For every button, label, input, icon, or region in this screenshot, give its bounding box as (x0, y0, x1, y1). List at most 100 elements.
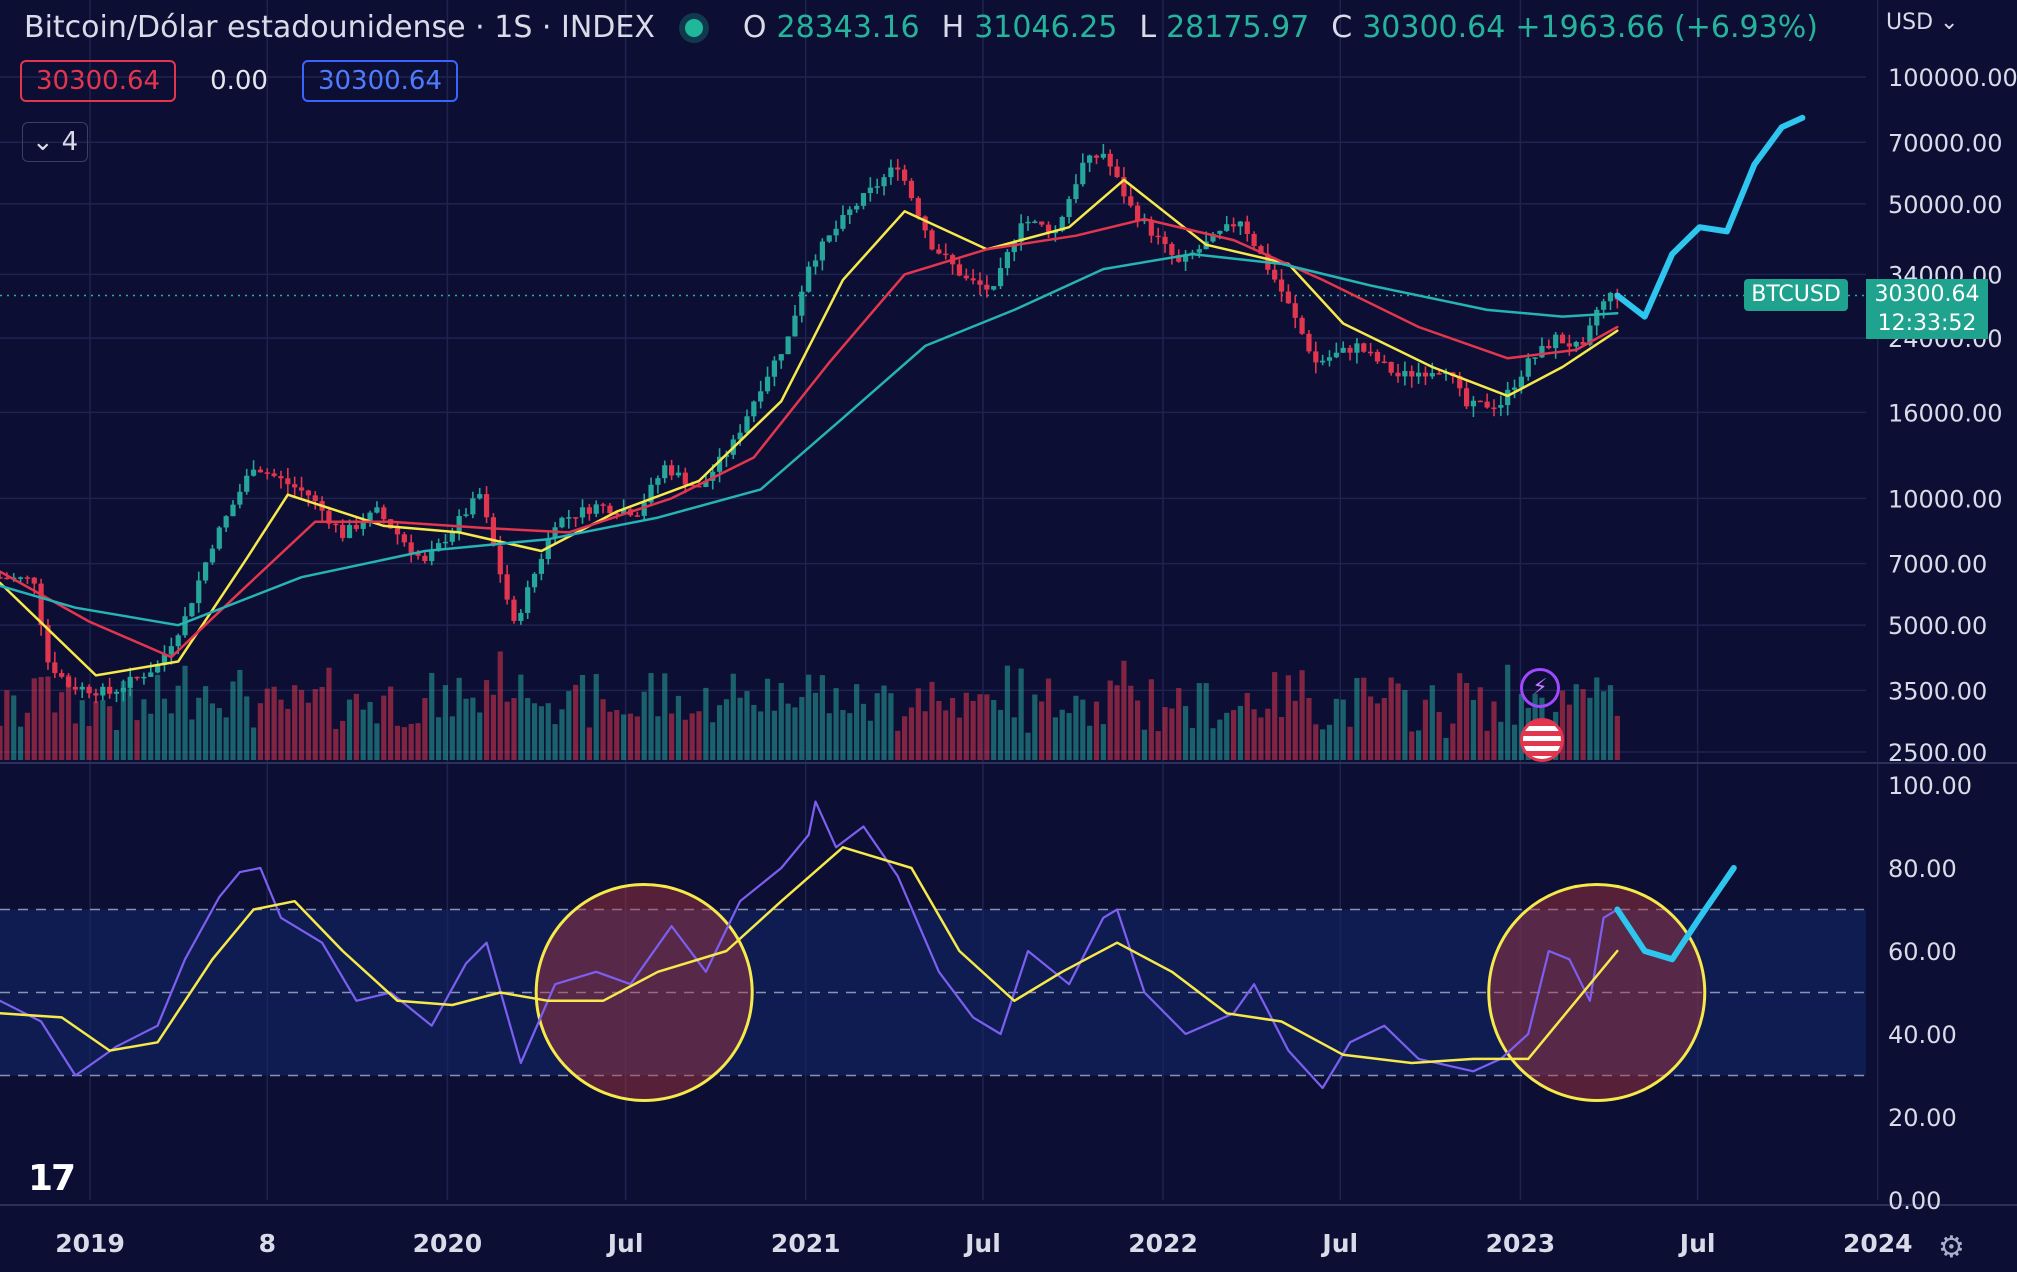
time-tick-label: Jul (1320, 1229, 1358, 1258)
candle-body (1313, 351, 1319, 363)
volume-bar (333, 728, 339, 760)
volume-bar (518, 674, 524, 760)
candle-body (456, 515, 462, 532)
alert-bolt-icon[interactable]: ⚡ (1520, 668, 1560, 708)
volume-bar (1388, 677, 1394, 760)
symbol-title[interactable]: Bitcoin/Dólar estadounidense · 1S · INDE… (24, 10, 655, 45)
buy-button[interactable]: 30300.64 (301, 60, 459, 102)
candle-body (381, 507, 387, 520)
gear-icon[interactable]: ⚙ (1938, 1230, 1965, 1265)
candle-body (1087, 155, 1093, 163)
candle-body (449, 531, 455, 542)
volume-bar (72, 723, 78, 760)
candle-body (1032, 221, 1038, 223)
volume-bar (799, 697, 805, 760)
volume-bar (758, 711, 764, 760)
candle-body (429, 550, 435, 562)
volume-bar (669, 713, 675, 760)
volume-bar (17, 726, 24, 760)
candle-body (1484, 401, 1490, 408)
indicators-toggle[interactable]: ⌄ 4 (22, 122, 88, 162)
candle-body (675, 472, 682, 476)
candle-body (559, 517, 565, 528)
forecast-lines (1614, 114, 1806, 963)
volume-bar (1251, 709, 1257, 760)
candle-body (1409, 371, 1415, 377)
volume-bar (1182, 706, 1189, 760)
candle-body (52, 662, 58, 674)
candle-body (607, 505, 613, 514)
volume-bar (1018, 668, 1024, 760)
volume-bar (531, 703, 538, 760)
volume-bar (298, 689, 305, 760)
candle-body (1388, 361, 1394, 373)
volume-bar (65, 675, 72, 760)
volume-bar (1011, 717, 1017, 760)
volume-bar (1491, 701, 1497, 760)
close-value: 30300.64 (1362, 10, 1506, 45)
volume-bar (1272, 672, 1278, 760)
volume-bar (1224, 712, 1230, 760)
volume-bar (504, 701, 510, 760)
volume-bar (230, 681, 236, 760)
volume-bar (470, 697, 476, 760)
us-flag-icon[interactable] (1520, 718, 1564, 762)
market-status-dot (684, 18, 703, 37)
candle-body (100, 686, 106, 696)
candle-body (1354, 343, 1360, 353)
candle-body (593, 504, 599, 514)
volume-bar (1121, 660, 1127, 760)
candle-body (538, 559, 544, 574)
candle-body (148, 672, 154, 677)
volume-bar (1066, 713, 1072, 760)
candle-body (799, 291, 805, 316)
volume-bar (381, 695, 387, 760)
candle-body (826, 235, 832, 242)
volume-bar (1032, 694, 1038, 760)
candle-body (1326, 357, 1333, 361)
candle-body (360, 522, 366, 529)
candle-body (586, 507, 592, 514)
volume-bar (744, 691, 750, 760)
volume-bar (319, 686, 325, 760)
highlight-circle (1487, 883, 1707, 1102)
candle-body (621, 509, 627, 514)
candle-body (1230, 224, 1237, 227)
candle-body (1463, 388, 1470, 407)
volume-bar (545, 703, 551, 760)
candle-body (1278, 279, 1285, 292)
candle-body (1498, 405, 1504, 408)
volume-bar (1155, 731, 1161, 760)
candle-body (1025, 221, 1031, 224)
volume-bar (374, 723, 380, 760)
candle-body (1532, 357, 1538, 359)
volume-bar (1176, 688, 1182, 760)
volume-bar (326, 667, 332, 760)
currency-selector[interactable]: USD ⌄ (1886, 10, 1959, 35)
price-tick-label: 70000.00 (1888, 129, 2003, 157)
volume-bar (1162, 707, 1168, 760)
candle-body (394, 528, 401, 535)
volume-bar (209, 703, 216, 760)
candle-body (1587, 325, 1593, 345)
volume-bar (1429, 685, 1435, 760)
volume-bar (1470, 699, 1477, 760)
candle-body (1457, 376, 1463, 389)
volume-bar (1601, 691, 1607, 760)
price-tag-symbol: BTCUSD (1744, 279, 1848, 311)
volume-bar (1463, 683, 1470, 760)
volume-bar (997, 709, 1004, 760)
candle-body (155, 665, 161, 673)
candle-body (1121, 177, 1127, 197)
sell-button[interactable]: 30300.64 (20, 60, 177, 102)
candle-body (107, 686, 113, 694)
candle-body (340, 524, 346, 538)
candle-body (1573, 341, 1579, 347)
candle-body (710, 471, 716, 481)
candle-body (278, 476, 284, 479)
rsi-tick-label: 20.00 (1888, 1104, 1957, 1132)
candle-body (1347, 347, 1353, 353)
candle-body (134, 676, 140, 679)
